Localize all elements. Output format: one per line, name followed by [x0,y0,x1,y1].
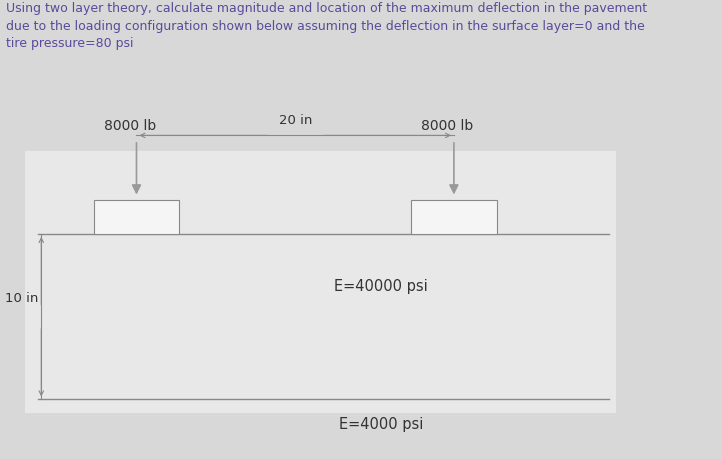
Text: 8000 lb: 8000 lb [422,119,474,133]
Text: Using two layer theory, calculate magnitude and location of the maximum deflecti: Using two layer theory, calculate magnit… [6,2,648,50]
Text: 8000 lb: 8000 lb [104,119,156,133]
FancyBboxPatch shape [25,151,616,413]
Bar [94,200,179,234]
Text: 20 in: 20 in [279,114,312,127]
Text: E=4000 psi: E=4000 psi [339,417,423,432]
Text: 10 in: 10 in [5,292,38,305]
Text: E=40000 psi: E=40000 psi [334,280,427,295]
Bar [411,200,497,234]
